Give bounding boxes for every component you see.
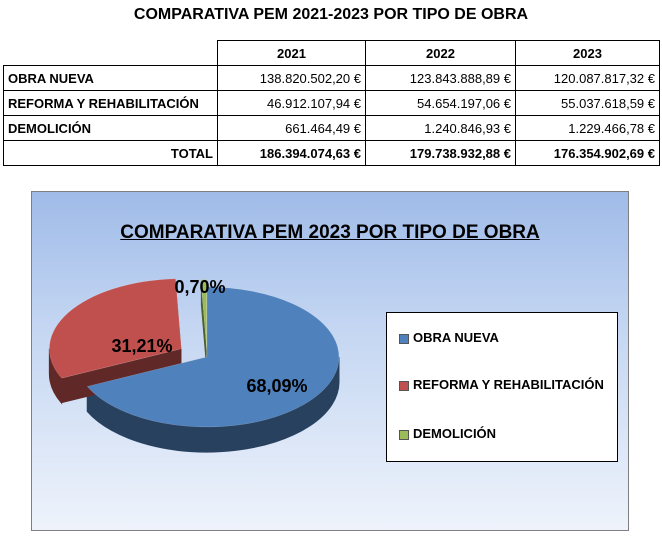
chart-title: COMPARATIVA PEM 2023 POR TIPO DE OBRA <box>120 222 540 243</box>
legend-swatch <box>399 380 409 391</box>
table-row: OBRA NUEVA 138.820.502,20 € 123.843.888,… <box>3 65 660 91</box>
table-row: DEMOLICIÓN 661.464,49 € 1.240.846,93 € 1… <box>3 115 660 141</box>
cell-value: 661.464,49 € <box>217 115 366 141</box>
header-row: 2021 2022 2023 <box>3 40 660 66</box>
table-row: REFORMA Y REHABILITACIÓN 46.912.107,94 €… <box>3 90 660 116</box>
pie-slice-side <box>200 279 207 375</box>
pie-data-label: 0,70% <box>174 277 225 297</box>
row-label: REFORMA Y REHABILITACIÓN <box>3 90 218 116</box>
cell-value: 46.912.107,94 € <box>217 90 366 116</box>
pem-table: 2021 2022 2023 OBRA NUEVA 138.820.502,20… <box>3 40 660 166</box>
cell-value: 1.240.846,93 € <box>365 115 516 141</box>
cell-value: 55.037.618,59 € <box>515 90 660 116</box>
legend-label: OBRA NUEVA <box>413 330 499 345</box>
pie-slice-1 <box>49 278 182 379</box>
legend-label: DEMOLICIÓN <box>413 426 497 441</box>
year-header-2022: 2022 <box>365 40 516 66</box>
cell-value: 123.843.888,89 € <box>365 65 516 91</box>
total-value: 176.354.902,69 € <box>515 140 660 166</box>
pie-data-label: 31,21% <box>111 336 172 356</box>
chart-legend: OBRA NUEVA REFORMA Y REHABILITACIÓN DEMO… <box>386 312 618 462</box>
cell-value: 120.087.817,32 € <box>515 65 660 91</box>
legend-item-reforma: REFORMA Y REHABILITACIÓN <box>399 377 604 392</box>
cell-value: 54.654.197,06 € <box>365 90 516 116</box>
pie-chart-area: COMPARATIVA PEM 2023 POR TIPO DE OBRA 68… <box>31 191 629 531</box>
total-value: 179.738.932,88 € <box>365 140 516 166</box>
table-title: COMPARATIVA PEM 2021-2023 POR TIPO DE OB… <box>133 6 529 23</box>
legend-swatch <box>399 429 409 440</box>
total-row: TOTAL 186.394.074,63 € 179.738.932,88 € … <box>3 140 660 166</box>
legend-item-obra-nueva: OBRA NUEVA <box>399 330 499 345</box>
legend-item-demolicion: DEMOLICIÓN <box>399 426 496 441</box>
legend-swatch <box>399 333 409 344</box>
total-value: 186.394.074,63 € <box>217 140 366 166</box>
year-header-2021: 2021 <box>217 40 366 66</box>
pie-slice-0 <box>86 286 340 428</box>
legend-label: REFORMA Y REHABILITACIÓN <box>413 377 604 392</box>
row-label: DEMOLICIÓN <box>3 115 218 141</box>
pie-chart: 68,09% 31,21% 0,70% <box>48 277 340 453</box>
year-header-2023: 2023 <box>515 40 660 66</box>
cell-value: 138.820.502,20 € <box>217 65 366 91</box>
total-label: TOTAL <box>3 140 218 166</box>
header-blank-cell <box>3 40 218 66</box>
pie-data-label: 68,09% <box>246 376 307 396</box>
cell-value: 1.229.466,78 € <box>515 115 660 141</box>
pie-slice-2 <box>200 279 207 350</box>
row-label: OBRA NUEVA <box>3 65 218 91</box>
